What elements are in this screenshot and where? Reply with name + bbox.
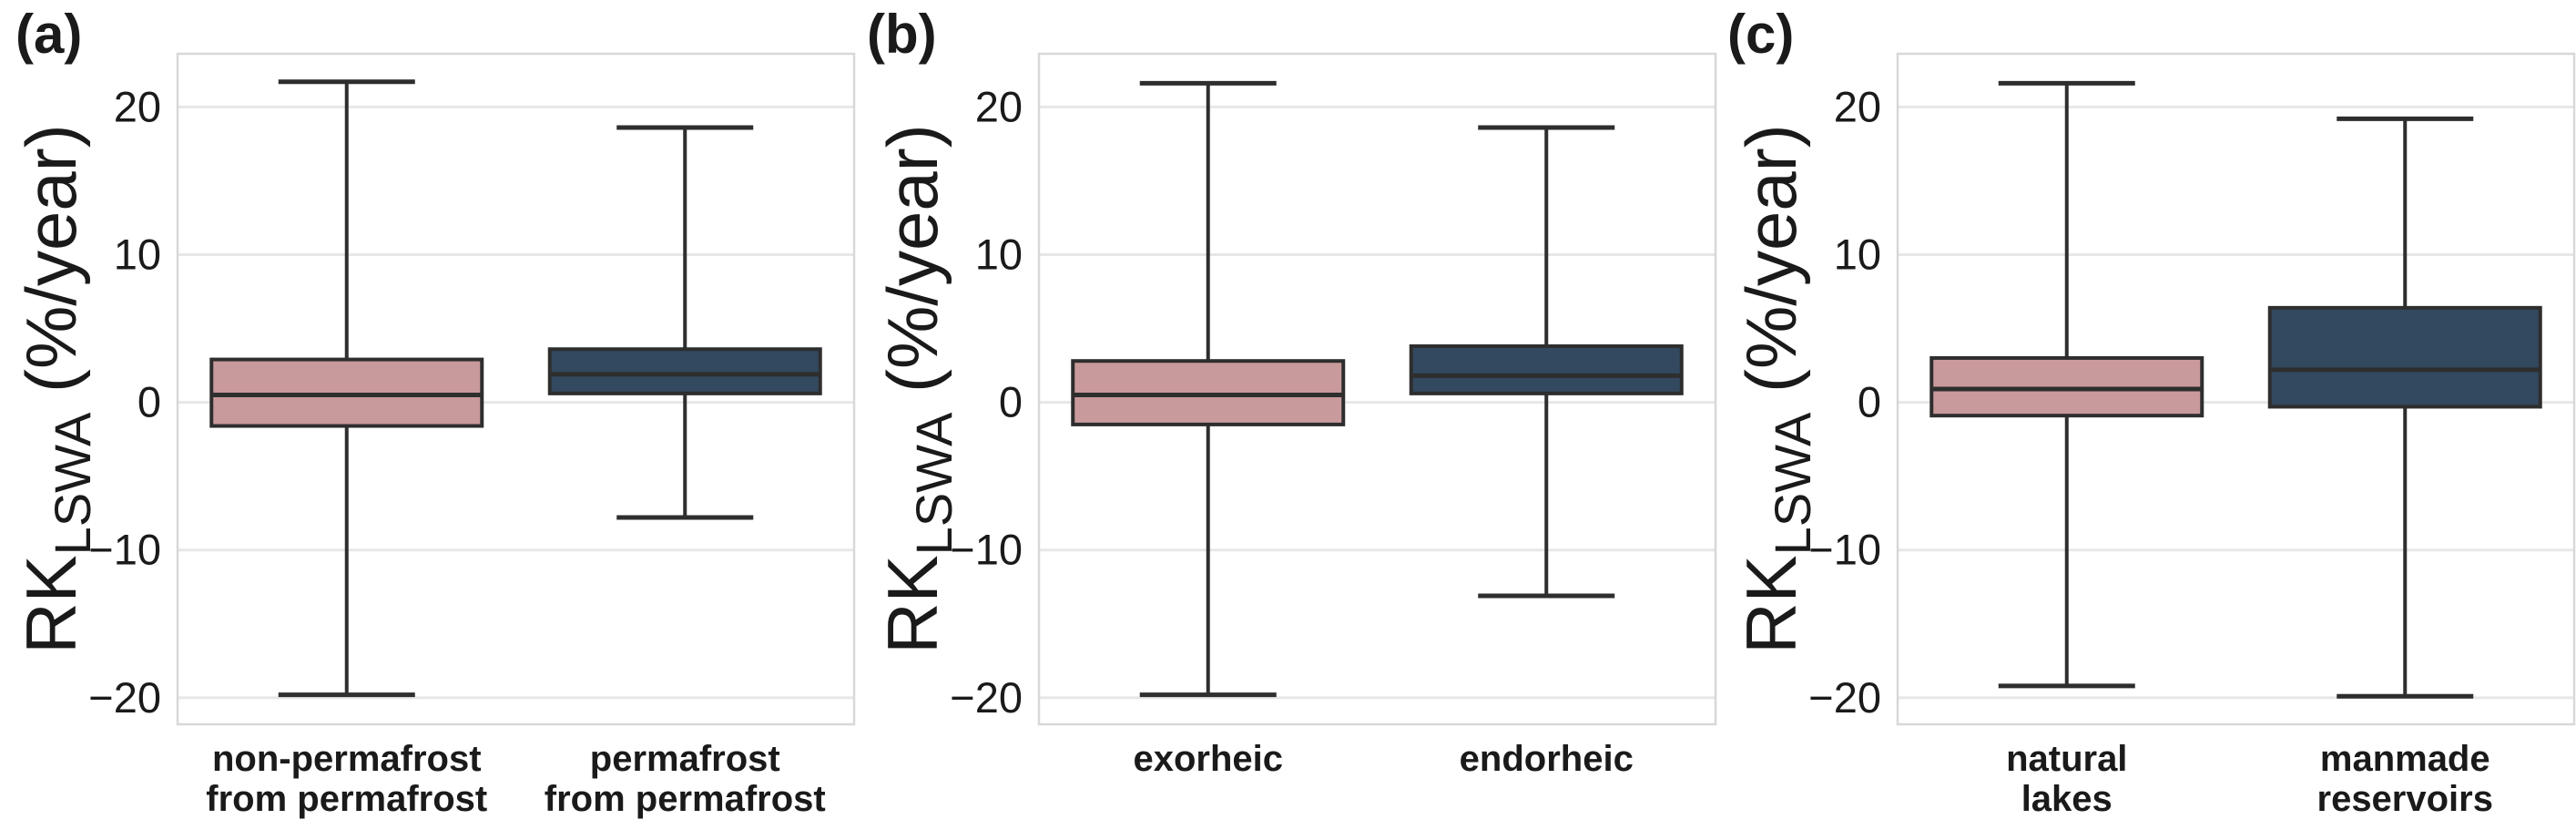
y-tick-label: 20 xyxy=(975,82,1023,130)
y-tick-label: 10 xyxy=(114,230,161,278)
box-rect xyxy=(2267,305,2542,409)
y-tick-label: −20 xyxy=(88,673,161,722)
y-tick-label: 20 xyxy=(1834,82,1881,130)
panel-label: (a) xyxy=(15,4,82,65)
y-tick-label: −10 xyxy=(88,526,161,574)
y-tick-label: 0 xyxy=(137,378,161,426)
category-label: from permafrost xyxy=(545,779,826,819)
y-tick-label: 0 xyxy=(999,378,1023,426)
y-axis-label: RKLSWA (%/year) xyxy=(11,124,101,653)
y-tick-label: −20 xyxy=(950,673,1023,722)
y-axis-label: RKLSWA (%/year) xyxy=(1731,124,1821,653)
y-tick-label: −10 xyxy=(950,526,1023,574)
y-tick-label: 0 xyxy=(1858,378,1881,426)
y-tick-label: 20 xyxy=(114,82,161,130)
panel-b: exorheic endorheic −20 −10 0 10 20 RKLSWA (%/ye… xyxy=(867,4,1717,779)
box-group xyxy=(209,79,484,698)
plot-border xyxy=(176,52,856,726)
box-group xyxy=(1071,80,1346,698)
box-rect xyxy=(1409,343,1684,395)
panel-label: (c) xyxy=(1727,4,1794,65)
category-label: exorheic xyxy=(1133,739,1283,779)
plot-border xyxy=(1896,52,2576,726)
box-group xyxy=(1409,125,1684,599)
box-group xyxy=(547,125,822,520)
category-label: non-permafrost xyxy=(212,739,482,779)
box-group xyxy=(2267,116,2542,699)
category-label: from permafrost xyxy=(206,779,487,819)
category-label: endorheic xyxy=(1460,739,1634,779)
category-label: natural xyxy=(2006,739,2127,779)
category-label: lakes xyxy=(2021,779,2113,819)
y-tick-label: −10 xyxy=(1808,526,1881,574)
category-label: reservoirs xyxy=(2317,779,2493,819)
box-rect xyxy=(547,347,822,395)
y-tick-label: −20 xyxy=(1808,673,1881,722)
category-label: permafrost xyxy=(590,739,780,779)
panel-label: (b) xyxy=(867,4,937,65)
box-group xyxy=(1929,80,2204,689)
plot-border xyxy=(1037,52,1717,726)
category-label: manmade xyxy=(2320,739,2490,779)
y-tick-label: 10 xyxy=(975,230,1023,278)
y-axis-label: RKLSWA (%/year) xyxy=(872,124,962,653)
y-tick-label: 10 xyxy=(1834,230,1881,278)
